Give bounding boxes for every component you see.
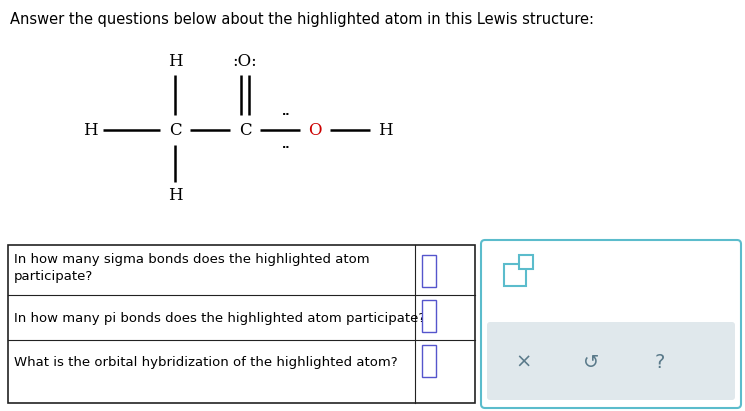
- Text: C: C: [238, 122, 251, 139]
- FancyBboxPatch shape: [8, 245, 475, 403]
- FancyBboxPatch shape: [519, 255, 533, 269]
- Text: H: H: [168, 53, 183, 71]
- Text: ··: ··: [282, 110, 291, 120]
- Text: C: C: [168, 122, 181, 139]
- Text: O: O: [308, 122, 322, 139]
- Text: H: H: [168, 187, 183, 203]
- Text: ×: ×: [516, 353, 532, 372]
- Text: ?: ?: [655, 353, 665, 372]
- FancyBboxPatch shape: [422, 255, 436, 287]
- Text: H: H: [83, 122, 98, 139]
- Text: H: H: [378, 122, 393, 139]
- Text: What is the orbital hybridization of the highlighted atom?: What is the orbital hybridization of the…: [14, 356, 398, 369]
- FancyBboxPatch shape: [487, 322, 735, 400]
- FancyBboxPatch shape: [422, 300, 436, 332]
- FancyBboxPatch shape: [504, 264, 526, 286]
- Text: In how many sigma bonds does the highlighted atom
participate?: In how many sigma bonds does the highlig…: [14, 253, 370, 283]
- FancyBboxPatch shape: [422, 345, 436, 377]
- Text: ··: ··: [282, 143, 291, 153]
- FancyBboxPatch shape: [481, 240, 741, 408]
- Text: ↺: ↺: [583, 353, 599, 372]
- Text: :O:: :O:: [232, 53, 257, 71]
- Text: Answer the questions below about the highlighted atom in this Lewis structure:: Answer the questions below about the hig…: [10, 12, 594, 27]
- Text: In how many pi bonds does the highlighted atom participate?: In how many pi bonds does the highlighte…: [14, 312, 425, 325]
